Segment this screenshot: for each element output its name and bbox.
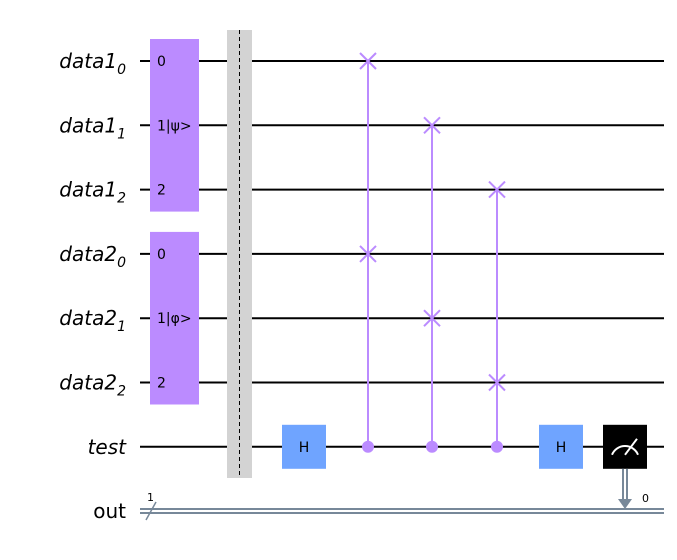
- swap-x-mark: [359, 245, 377, 263]
- barrier: [227, 30, 252, 478]
- cswap-control-dot: [362, 440, 374, 453]
- initialize-gate-port-label: 1|ψ>: [157, 118, 192, 134]
- controlled-swap-gates: [359, 52, 506, 453]
- cswap-control-dot: [426, 440, 438, 453]
- qubit-label: data21: [59, 306, 126, 335]
- bus-slash: [145, 501, 157, 521]
- classical-register-label: out: [93, 499, 126, 523]
- hadamard-gate: [539, 424, 583, 469]
- initialize-gate-port-label: 0: [157, 54, 166, 70]
- initialize-gate-port-label: 2: [157, 183, 166, 199]
- classical-bit-label: 0: [642, 492, 649, 505]
- initialize-gate-port-label: 0: [157, 247, 166, 263]
- qubit-label: test: [88, 435, 128, 459]
- swap-x-mark: [488, 180, 506, 199]
- qubit-label: data22: [59, 371, 126, 400]
- wires: 1: [140, 60, 664, 521]
- initialize-gate-box: [150, 231, 199, 405]
- qubit-label: data11: [59, 113, 126, 142]
- meter-needle: [624, 438, 638, 456]
- initialize-gate-box: [150, 39, 199, 212]
- measure-gate: 0: [603, 424, 649, 509]
- swap-x-mark: [488, 373, 506, 392]
- hadamard-gate-label: H: [556, 440, 567, 456]
- hadamard-gate: [282, 424, 326, 469]
- initialize-gate-port-label: 1|φ>: [157, 311, 192, 327]
- swap-x-mark: [359, 52, 377, 70]
- qubit-labels: data10 data11 data12 data20 data21 data22 test…: [59, 49, 127, 523]
- meter-arc: [611, 445, 639, 456]
- initialize-gate-port-label: 2: [157, 376, 166, 392]
- swap-x-mark: [423, 309, 441, 327]
- measure-arrow: [618, 499, 632, 509]
- hadamard-gate-label: H: [299, 440, 310, 456]
- qubit-label: data20: [59, 242, 126, 271]
- cswap-control-dot: [491, 440, 503, 453]
- qubit-label: data12: [59, 178, 126, 207]
- swap-x-mark: [423, 116, 441, 135]
- classical-width-label: 1: [147, 491, 154, 504]
- qubit-label: data10: [59, 49, 126, 78]
- initialize-gates: 0 1|ψ> 2 0 1|φ> 2: [150, 39, 199, 405]
